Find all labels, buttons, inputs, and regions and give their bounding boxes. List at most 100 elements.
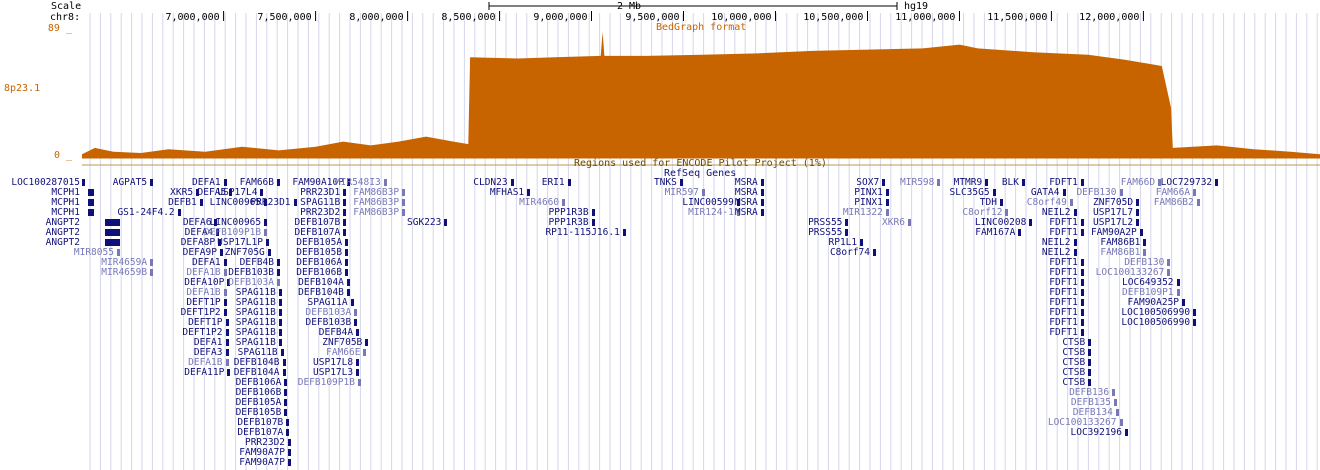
gene-label[interactable]: DEFT1P xyxy=(188,317,223,328)
gene-label[interactable]: DEFA3 xyxy=(193,347,223,358)
left-gene-label[interactable]: ANGPT2 xyxy=(45,217,80,228)
gene-feature[interactable] xyxy=(227,279,231,286)
gene-feature[interactable] xyxy=(214,219,218,226)
gene-label[interactable]: SPAG11B xyxy=(235,307,276,318)
gene-label[interactable]: GS1-24F4.2 xyxy=(117,207,175,218)
gene-feature[interactable] xyxy=(1080,219,1084,226)
gene-label[interactable]: DEFB107B xyxy=(294,217,341,228)
gene-feature[interactable] xyxy=(1136,199,1139,206)
gene-feature[interactable] xyxy=(1193,189,1197,196)
gene-feature[interactable] xyxy=(1119,419,1123,426)
gene-label[interactable]: PRR23D1 xyxy=(250,197,291,208)
gene-feature[interactable] xyxy=(284,409,288,416)
gene-label[interactable]: DEFB105A xyxy=(296,237,343,248)
gene-label[interactable]: DEFB109P1B xyxy=(203,227,262,238)
gene-label[interactable]: SPAG11A xyxy=(307,297,348,308)
gene-label[interactable]: DEFA1B xyxy=(186,267,221,278)
gene-label[interactable]: PINX1 xyxy=(854,187,883,198)
gene-label[interactable]: MSRA xyxy=(734,187,758,198)
gene-feature[interactable] xyxy=(105,219,120,226)
gene-label[interactable]: ZNF705D xyxy=(1093,197,1134,208)
gene-label[interactable]: DEFB107A xyxy=(294,227,341,238)
gene-label[interactable]: LINC00208 xyxy=(974,217,1027,228)
gene-label[interactable]: XKR6 xyxy=(882,217,905,228)
gene-feature[interactable] xyxy=(1119,189,1123,196)
gene-label[interactable]: LOC100506990 xyxy=(1121,307,1191,318)
gene-feature[interactable] xyxy=(591,219,595,226)
gene-label[interactable]: SGK223 xyxy=(407,217,442,228)
gene-label[interactable]: MFHAS1 xyxy=(489,187,525,198)
gene-feature[interactable] xyxy=(873,249,876,256)
gene-feature[interactable] xyxy=(150,179,154,186)
gene-label[interactable]: DEFA1 xyxy=(192,177,221,188)
gene-label[interactable]: FAM66B xyxy=(239,177,274,188)
gene-feature[interactable] xyxy=(1018,229,1022,236)
gene-feature[interactable] xyxy=(216,229,220,236)
gene-label[interactable]: DEFB103A xyxy=(305,307,352,318)
gene-feature[interactable] xyxy=(278,299,282,306)
gene-label[interactable]: NEIL2 xyxy=(1041,247,1071,258)
gene-label[interactable]: CTSB xyxy=(1062,337,1086,348)
gene-feature[interactable] xyxy=(562,199,566,206)
gene-feature[interactable] xyxy=(88,199,94,206)
gene-label[interactable]: FAM86B3P xyxy=(353,197,400,208)
gene-feature[interactable] xyxy=(264,199,268,206)
gene-feature[interactable] xyxy=(1136,219,1139,226)
gene-label[interactable]: DEFA1B xyxy=(188,357,223,368)
gene-feature[interactable] xyxy=(622,229,626,236)
gene-label[interactable]: DEFA10P xyxy=(184,277,225,288)
gene-feature[interactable] xyxy=(88,209,94,216)
gene-feature[interactable] xyxy=(1143,249,1147,256)
gene-label[interactable]: DEFB109P1B xyxy=(297,377,355,388)
gene-feature[interactable] xyxy=(264,219,268,226)
gene-feature[interactable] xyxy=(284,399,288,406)
gene-feature[interactable] xyxy=(288,439,291,446)
gene-label[interactable]: FAM66D xyxy=(1120,177,1156,188)
gene-label[interactable]: SPAG11B xyxy=(235,317,276,328)
gene-label[interactable]: GATA4 xyxy=(1030,187,1060,198)
gene-feature[interactable] xyxy=(278,339,282,346)
gene-feature[interactable] xyxy=(280,349,284,356)
gene-label[interactable]: C8orf12 xyxy=(962,207,1003,218)
gene-feature[interactable] xyxy=(260,189,264,196)
gene-label[interactable]: MTMR9 xyxy=(953,177,983,188)
gene-feature[interactable] xyxy=(88,189,94,196)
gene-feature[interactable] xyxy=(345,269,349,276)
gene-label[interactable]: MIR598 xyxy=(900,177,935,188)
gene-label[interactable]: DEFB134 xyxy=(1072,407,1113,418)
gene-feature[interactable] xyxy=(278,319,282,326)
gene-feature[interactable] xyxy=(701,189,705,196)
gene-label[interactable]: DEFB105B xyxy=(296,247,343,258)
gene-label[interactable]: MIR548I3 xyxy=(334,177,381,188)
gene-label[interactable]: DEFA11P xyxy=(184,367,225,378)
gene-label[interactable]: DEFB130 xyxy=(1124,257,1165,268)
gene-label[interactable]: DEFT1P xyxy=(186,297,221,308)
gene-label[interactable]: NEIL2 xyxy=(1041,207,1071,218)
gene-feature[interactable] xyxy=(277,179,280,186)
gene-label[interactable]: FDFT1 xyxy=(1049,217,1078,228)
gene-label[interactable]: USP17L2 xyxy=(1093,217,1134,228)
gene-feature[interactable] xyxy=(284,379,288,386)
gene-feature[interactable] xyxy=(402,209,406,216)
gene-feature[interactable] xyxy=(223,179,227,186)
gene-label[interactable]: DEFA1B xyxy=(186,287,221,298)
gene-feature[interactable] xyxy=(1088,359,1092,366)
gene-label[interactable]: RP11-115J16.1 xyxy=(545,227,620,238)
gene-feature[interactable] xyxy=(567,179,571,186)
gene-feature[interactable] xyxy=(999,199,1003,206)
gene-label[interactable]: DEFB136 xyxy=(1069,387,1110,398)
gene-feature[interactable] xyxy=(278,329,282,336)
gene-label[interactable]: FDFT1 xyxy=(1049,287,1078,298)
gene-feature[interactable] xyxy=(1080,229,1084,236)
gene-label[interactable]: TNKS xyxy=(653,177,677,188)
gene-feature[interactable] xyxy=(282,359,286,366)
gene-feature[interactable] xyxy=(1073,239,1077,246)
gene-label[interactable]: MIR4659A xyxy=(101,257,148,268)
gene-feature[interactable] xyxy=(284,389,288,396)
gene-feature[interactable] xyxy=(736,199,740,206)
gene-label[interactable]: CTSB xyxy=(1062,367,1086,378)
gene-label[interactable]: NEIL2 xyxy=(1041,237,1071,248)
gene-label[interactable]: SPAG11B xyxy=(235,287,276,298)
gene-label[interactable]: PRR23D2 xyxy=(244,437,286,448)
gene-feature[interactable] xyxy=(267,249,271,256)
